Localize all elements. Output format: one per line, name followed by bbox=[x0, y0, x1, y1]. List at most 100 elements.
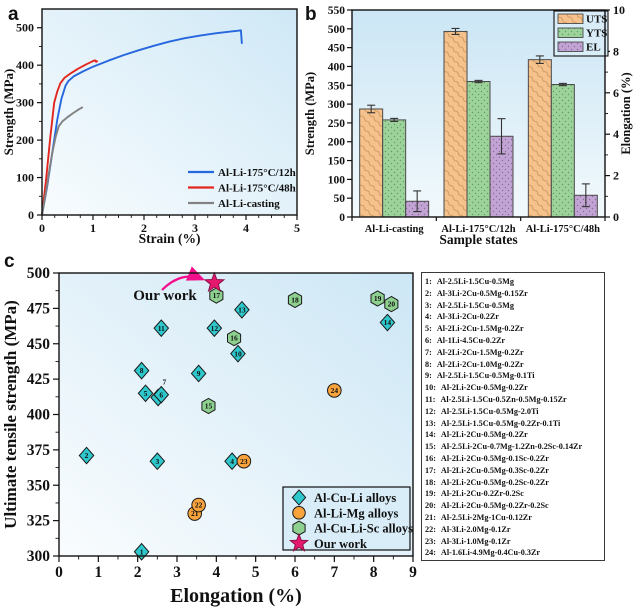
point-number-label: 11 bbox=[158, 324, 165, 333]
x-tick-label: 5 bbox=[252, 564, 260, 581]
scatter-point-16 bbox=[227, 329, 242, 347]
scatter-point-3 bbox=[149, 452, 166, 471]
alloy-number: 18: bbox=[425, 477, 436, 487]
panel-b-letter: b bbox=[305, 4, 317, 25]
point-number-label: 18 bbox=[291, 295, 299, 304]
alloy-number: 23: bbox=[425, 536, 436, 546]
point-number-label: 14 bbox=[384, 318, 392, 327]
x-axis-title: Elongation (%) bbox=[170, 585, 302, 607]
y-tick-label: 400 bbox=[16, 58, 34, 72]
y-right-tick-label: 2 bbox=[613, 169, 619, 183]
scatter-point-11 bbox=[153, 319, 170, 338]
legend-label: Al-Li-175°C/48h bbox=[218, 183, 296, 195]
x-tick-label: 0 bbox=[55, 564, 63, 581]
scatter-point-24 bbox=[327, 383, 342, 398]
category-label: Al-Li-175°C/12h bbox=[441, 224, 515, 235]
x-axis-title: Strain (%) bbox=[139, 231, 201, 246]
y-tick-label: 500 bbox=[16, 21, 34, 35]
y-left-tick-label: 150 bbox=[328, 156, 346, 168]
category-label: Al-Li-casting bbox=[365, 224, 425, 235]
y-tick-label: 475 bbox=[27, 300, 51, 317]
strength-elongation-bar-chart: 0 50 100 150 200 250 300 350 400 450 500 550 0 2 4 6 8 10… bbox=[303, 3, 633, 247]
alloy-formula: Al-2Li-2Cu-1.5Mg-0.2Zr bbox=[436, 347, 524, 357]
alloy-number: 10: bbox=[425, 383, 436, 393]
alloy-number: 20: bbox=[425, 501, 436, 511]
scatter-point-10 bbox=[230, 344, 246, 363]
curve-Al-Li-175°C/48h bbox=[41, 59, 99, 216]
alloy-list-item: 12: Al-2.5Li-1.5Cu-0.5Mg-2.0Ti bbox=[425, 406, 602, 418]
alloy-formula: Al-2.5Li-1.5Cu-0.5Zn-0.5Mg-0.15Zr bbox=[440, 394, 567, 404]
panel-c-letter: c bbox=[4, 251, 15, 272]
y-tick-label: 100 bbox=[16, 171, 34, 185]
y-axis-title: Strength (MPa) bbox=[1, 69, 16, 156]
scatter-point-9 bbox=[190, 364, 207, 383]
alloy-list-item: 4: Al-3Li-2Cu-0.2Zr bbox=[425, 311, 602, 323]
y-tick-label: 200 bbox=[16, 133, 34, 147]
y-axis-title-right: Elongation (%) bbox=[619, 72, 633, 154]
x-tick-label: 3 bbox=[173, 564, 181, 581]
curve-Al-Li-175°C/12h bbox=[41, 29, 243, 216]
alloy-number: 19: bbox=[425, 489, 436, 499]
alloy-list-item: 14: Al-2Li-2Cu-0.5Mg-0.2Zr bbox=[425, 429, 602, 441]
alloy-number: 24: bbox=[425, 548, 436, 558]
alloy-list-item: 23: Al-3Li-1.0Mg-0.1Zr bbox=[425, 536, 602, 548]
alloy-formula: Al-2.5Li-1.5Cu-0.5Mg-0.1Ti bbox=[436, 371, 535, 381]
alloy-formula: Al-2.5Li-1.5Cu-0.5Mg-0.2Zr-0.1Ti bbox=[440, 418, 561, 428]
axis-ticks: 0 50 100 150 200 250 300 350 400 450 500 550 0 2 4 6 8 10 bbox=[328, 3, 625, 224]
scatter-point-8 bbox=[133, 361, 150, 380]
alloy-number: 3: bbox=[425, 300, 432, 310]
alloy-formula: Al-2Li-2Cu-0.5Mg-0.2Sc-0.2Zr bbox=[440, 477, 549, 487]
x-tick-label: 2 bbox=[141, 221, 147, 235]
bar-UTS-Al-Li-175°C/12h bbox=[443, 30, 468, 218]
alloy-formula: Al-1.6Li-4.9Mg-0.4Cu-0.3Zr bbox=[440, 548, 541, 558]
y-left-tick-label: 0 bbox=[339, 212, 345, 224]
y-left-tick-label: 100 bbox=[328, 174, 346, 186]
legend-label: Al-Li-175°C/12h bbox=[218, 167, 296, 179]
alloy-formula: Al-2.5Li-2Cu-0.7Mg-1.2Zn-0.2Sc-0.14Zr bbox=[440, 442, 583, 452]
scatter-point-13 bbox=[234, 300, 250, 319]
alloy-formula: Al-2.5Li-1.5Cu-0.5Mg-2.0Ti bbox=[440, 406, 539, 416]
plot-frame bbox=[58, 272, 414, 557]
point-number-label: 3 bbox=[155, 457, 159, 466]
alloy-number: 9: bbox=[425, 371, 432, 381]
bar-YTS-Al-Li-175°C/48h bbox=[550, 84, 575, 218]
y-tick-label: 300 bbox=[27, 548, 51, 565]
alloy-formula: Al-2Li-2Cu-0.2Zr-0.2Sc bbox=[440, 489, 524, 499]
point-number-label: 22 bbox=[195, 501, 203, 510]
scatter-point-2 bbox=[78, 446, 95, 465]
x-tick-label: 0 bbox=[39, 221, 45, 235]
y-left-tick-label: 400 bbox=[328, 61, 346, 73]
alloy-formula: Al-3Li-2.0Mg-0.1Zr bbox=[440, 524, 511, 534]
point-number-label: 6 bbox=[159, 390, 163, 399]
alloy-list-item: 11: Al-2.5Li-1.5Cu-0.5Zn-0.5Mg-0.15Zr bbox=[425, 394, 602, 406]
legend-marker-Al-Cu-Li alloys bbox=[291, 489, 307, 506]
bar-UTS-Al-Li-casting bbox=[359, 108, 384, 218]
y-left-tick-label: 50 bbox=[334, 193, 346, 205]
alloy-list-item: 8: Al-2Li-2Cu-1.0Mg-0.2Zr bbox=[425, 359, 602, 371]
legend-label: UTS bbox=[586, 14, 607, 26]
x-tick-label: 7 bbox=[330, 564, 338, 581]
alloy-formula: Al-2Li-2Cu-0.5Mg-0.1Sc-0.2Zr bbox=[440, 453, 549, 463]
y-axis-title: Ultimate tensile strength (MPa) bbox=[1, 300, 20, 529]
y-axis-title: Strength (MPa) bbox=[303, 72, 317, 155]
alloy-list-item: 9: Al-2.5Li-1.5Cu-0.5Mg-0.1Ti bbox=[425, 370, 602, 382]
alloy-list-item: 13: Al-2.5Li-1.5Cu-0.5Mg-0.2Zr-0.1Ti bbox=[425, 418, 602, 430]
alloy-formula: Al-2Li-2Cu-1.0Mg-0.2Zr bbox=[436, 359, 524, 369]
alloy-number: 15: bbox=[425, 442, 436, 452]
y-right-tick-label: 6 bbox=[613, 86, 619, 100]
scatter-point-15 bbox=[201, 397, 216, 415]
legend-label: Al-Cu-Li alloys bbox=[314, 491, 396, 505]
point-number-label: 8 bbox=[140, 366, 144, 375]
legend-marker-Our work bbox=[288, 532, 310, 552]
legend-label: YTS bbox=[586, 28, 607, 40]
y-tick-label: 450 bbox=[27, 336, 51, 353]
alloy-number: 21: bbox=[425, 512, 436, 522]
alloy-formula: Al-3Li-2Cu-0.5Mg-0.15Zr bbox=[436, 288, 528, 298]
y-left-tick-label: 200 bbox=[328, 137, 346, 149]
alloy-list-item: 10: Al-2Li-2Cu-0.5Mg-0.2Zr bbox=[425, 382, 602, 394]
scatter-point-22 bbox=[191, 497, 206, 513]
point-number-label: 15 bbox=[205, 402, 213, 411]
alloy-number: 16: bbox=[425, 453, 436, 463]
